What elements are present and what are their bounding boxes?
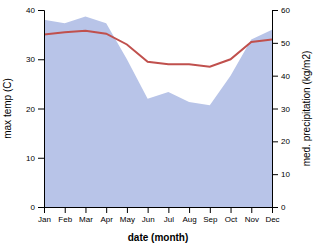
tick-mark (127, 207, 128, 213)
tick: Aug (182, 207, 196, 224)
x-axis-title: date (month) (128, 232, 189, 243)
tick-label: 0 (31, 203, 36, 212)
tick-mark (272, 141, 278, 142)
tick-mark (38, 109, 44, 110)
tick: Feb (58, 207, 72, 224)
tick-label: 60 (281, 6, 290, 15)
tick: 0 (272, 203, 286, 212)
tick-mark (65, 207, 66, 213)
axis-line (38, 11, 45, 208)
tick: Oct (225, 207, 238, 224)
axis-line (45, 208, 273, 214)
tick: 60 (272, 6, 290, 15)
y2-axis-title: med. precipitation (kg/m2) (301, 51, 312, 167)
chart: JanFebMarAprMayJunJulAugSepOctNovDec0102… (0, 0, 318, 247)
tick-label: Oct (225, 215, 238, 224)
tick-mark (168, 207, 169, 213)
area (44, 17, 272, 207)
tick-label: Mar (79, 215, 93, 224)
tick-label: 50 (281, 39, 290, 48)
tick-label: 20 (26, 105, 35, 114)
tick-label: 30 (26, 55, 35, 64)
tick: Dec (265, 207, 279, 224)
tick: 10 (272, 170, 290, 179)
tick-mark (272, 43, 278, 44)
tick-label: Jun (142, 215, 155, 224)
tick-label: Apr (100, 215, 113, 224)
tick: Jan (38, 207, 51, 224)
tick-label: 20 (281, 137, 290, 146)
tick: 40 (26, 6, 44, 15)
tick: Jun (142, 207, 155, 224)
tick-label: 10 (26, 154, 35, 163)
tick-mark (272, 76, 278, 77)
tick: 40 (272, 72, 290, 81)
tick-mark (210, 207, 211, 213)
tick-mark (189, 207, 190, 213)
tick-mark (38, 10, 44, 11)
tick: 50 (272, 39, 290, 48)
tick-label: Feb (58, 215, 72, 224)
y-axis-title: max temp (C) (2, 78, 13, 139)
tick-label: May (120, 215, 135, 224)
tick-label: 40 (26, 6, 35, 15)
line (44, 31, 272, 67)
y2-axis: 0 10 20 30 40 50 60 (272, 6, 290, 212)
tick-label: Sep (203, 215, 218, 224)
tick-mark (148, 207, 149, 213)
tick: Nov (245, 207, 259, 224)
tick-label: Jan (38, 215, 51, 224)
tick-label: Dec (265, 215, 279, 224)
tick: 20 (272, 137, 290, 146)
tick-label: 30 (281, 105, 290, 114)
tick: 20 (26, 105, 44, 114)
tick: 30 (26, 55, 44, 64)
tick: Sep (203, 207, 218, 224)
tick-label: Aug (182, 215, 196, 224)
tick-label: 40 (281, 72, 290, 81)
tick: 30 (272, 105, 290, 114)
tick-label: Jul (164, 215, 174, 224)
tick-label: 10 (281, 170, 290, 179)
tick-mark (272, 109, 278, 110)
tick: Jul (164, 207, 174, 224)
plot-area: JanFebMarAprMayJunJulAugSepOctNovDec0102… (26, 6, 290, 224)
tick-mark (231, 207, 232, 213)
tick-mark (272, 174, 278, 175)
tick: 0 (31, 203, 44, 212)
tick: May (120, 207, 135, 224)
tick-mark (85, 207, 86, 213)
tick-mark (106, 207, 107, 213)
marks (44, 17, 272, 207)
tick-mark (38, 158, 44, 159)
tick-label: 0 (281, 203, 286, 212)
tick-mark (38, 59, 44, 60)
tick-label: Nov (245, 215, 259, 224)
tick: Apr (100, 207, 113, 224)
axis-line (273, 11, 279, 208)
tick: 10 (26, 154, 44, 163)
tick-mark (38, 207, 44, 208)
tick-mark (251, 207, 252, 213)
tick-mark (272, 10, 278, 11)
tick-mark (272, 207, 278, 208)
tick: Mar (79, 207, 93, 224)
x-axis: Jan Feb Mar Apr May Jun Jul Aug Sep Oct Nov Dec (38, 207, 280, 224)
y-axis: 0 10 20 30 40 (26, 6, 44, 212)
